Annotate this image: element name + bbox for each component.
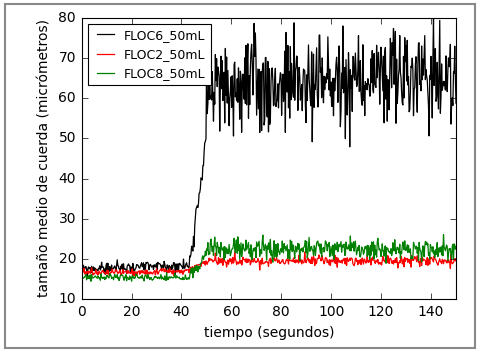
FLOC2_50mL [300,261,306,265]
Line: FLOC6_50mL: FLOC6_50mL [82,19,456,276]
FLOC6_50mL [249,42,254,46]
X-axis label: tiempo (segundos): tiempo (segundos) [204,326,334,340]
FLOC6_50mL [453,101,459,105]
FLOC6_50mL [361,83,367,87]
FLOC8_50mL [79,274,84,278]
FLOC2_50mL [362,257,368,262]
Line: FLOC2_50mL: FLOC2_50mL [82,252,456,276]
FLOC8_50mL [249,256,254,260]
Y-axis label: tamaño medio de cuerda (micrómetros): tamaño medio de cuerda (micrómetros) [37,19,51,297]
FLOC6_50mL [84,274,90,278]
FLOC2_50mL [176,269,181,274]
FLOC2_50mL [131,274,137,278]
FLOC6_50mL [329,105,335,109]
FLOC8_50mL [145,276,151,280]
FLOC6_50mL [300,82,306,86]
FLOC8_50mL [453,245,459,249]
FLOC2_50mL [453,257,459,261]
FLOC8_50mL [441,233,446,237]
FLOC6_50mL [431,17,436,21]
Line: FLOC8_50mL: FLOC8_50mL [82,235,456,281]
FLOC6_50mL [79,267,84,271]
FLOC8_50mL [329,253,335,258]
FLOC6_50mL [176,269,181,273]
FLOC6_50mL [145,262,151,266]
FLOC2_50mL [330,258,336,263]
FLOC8_50mL [300,250,306,254]
FLOC8_50mL [88,279,94,283]
FLOC2_50mL [79,269,84,273]
FLOC8_50mL [176,276,181,280]
FLOC2_50mL [249,259,255,264]
Legend: FLOC6_50mL, FLOC2_50mL, FLOC8_50mL: FLOC6_50mL, FLOC2_50mL, FLOC8_50mL [88,24,211,85]
FLOC2_50mL [232,250,238,254]
FLOC2_50mL [145,271,151,275]
FLOC8_50mL [361,250,367,254]
